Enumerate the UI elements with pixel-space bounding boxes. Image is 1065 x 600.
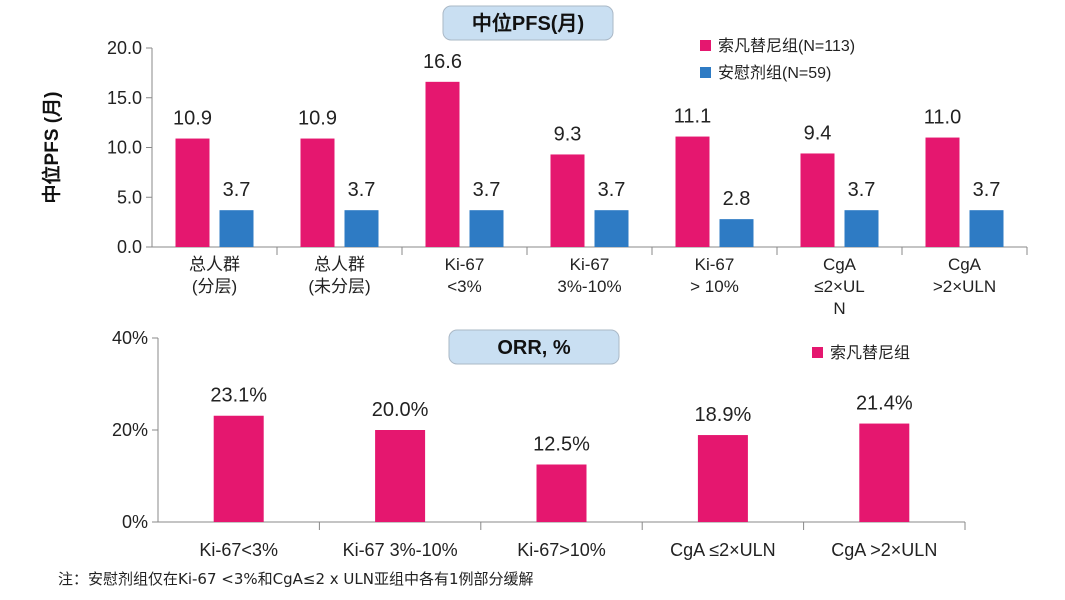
pfs-legend-swatch (700, 67, 711, 78)
pfs-bar (675, 136, 710, 247)
pfs-category-label: Ki-67 (445, 255, 485, 274)
orr-title-box (448, 329, 620, 365)
pfs-bar (925, 137, 960, 247)
pfs-category-label: CgA (823, 255, 857, 274)
pfs-bar (300, 138, 335, 247)
pfs-category-label: (分层) (192, 277, 237, 296)
pfs-data-label: 10.9 (173, 108, 212, 130)
pfs-title: 中位PFS(月) (472, 11, 584, 35)
orr-bar (536, 464, 587, 522)
pfs-bar (175, 138, 210, 247)
orr-bar (697, 435, 748, 522)
pfs-category-label: (未分层) (308, 277, 370, 296)
pfs-category-label: 总人群 (189, 255, 240, 274)
pfs-data-label: 9.3 (554, 123, 582, 145)
pfs-ytick-label: 10.0 (107, 138, 142, 158)
pfs-ytick-label: 20.0 (107, 38, 142, 58)
pfs-ytick-label: 5.0 (117, 187, 142, 207)
orr-category-label: Ki-67<3% (199, 540, 278, 560)
pfs-category-label: 总人群 (314, 255, 365, 274)
pfs-bar (969, 210, 1004, 247)
pfs-category-label: CgA (948, 255, 982, 274)
pfs-data-label: 3.7 (473, 179, 501, 201)
pfs-bar (550, 154, 585, 247)
orr-category-label: Ki-67>10% (517, 540, 606, 560)
orr-ytick-label: 40% (112, 328, 148, 348)
orr-category-label: CgA ≤2×ULN (670, 540, 775, 560)
orr-bar (375, 430, 426, 522)
orr-data-label: 18.9% (695, 404, 752, 426)
pfs-ylabel: 中位PFS (月) (40, 92, 63, 204)
orr-title: ORR, % (497, 337, 571, 359)
footnote: 注：安慰剂组仅在Ki-67 <3%和CgA≤2 x ULN亚组中各有1例部分缓解 (58, 570, 534, 588)
pfs-category-label: >2×ULN (933, 277, 996, 296)
pfs-category-label: 3%-10% (557, 277, 621, 296)
pfs-bar (425, 81, 460, 247)
pfs-data-label: 3.7 (973, 179, 1001, 201)
pfs-bar (719, 219, 754, 247)
pfs-category-label: Ki-67 (570, 255, 610, 274)
pfs-category-label: N (833, 299, 845, 318)
orr-ytick-label: 20% (112, 420, 148, 440)
orr-data-label: 23.1% (210, 385, 267, 407)
pfs-ytick-label: 15.0 (107, 88, 142, 108)
orr-bar (859, 423, 910, 522)
orr-data-label: 12.5% (533, 434, 590, 456)
pfs-category-label: <3% (447, 277, 482, 296)
orr-data-label: 20.0% (372, 399, 429, 421)
pfs-legend-label: 索凡替尼组(N=113) (718, 37, 855, 55)
pfs-title-box (442, 5, 614, 41)
pfs-data-label: 3.7 (223, 179, 251, 201)
pfs-bar (844, 210, 879, 247)
pfs-data-label: 3.7 (348, 179, 376, 201)
orr-legend-label: 索凡替尼组 (830, 344, 910, 362)
pfs-data-label: 10.9 (298, 108, 337, 130)
pfs-data-label: 9.4 (804, 122, 832, 144)
pfs-bar (800, 153, 835, 247)
pfs-data-label: 16.6 (423, 51, 462, 73)
orr-legend-swatch (812, 347, 823, 358)
pfs-data-label: 11.1 (674, 106, 711, 128)
pfs-data-label: 3.7 (848, 179, 876, 201)
pfs-category-label: ≤2×UL (814, 277, 864, 296)
orr-ytick-label: 0% (122, 512, 148, 532)
pfs-legend-label: 安慰剂组(N=59) (718, 64, 831, 82)
pfs-category-label: > 10% (690, 277, 739, 296)
pfs-data-label: 3.7 (598, 179, 626, 201)
orr-bar (213, 415, 264, 522)
pfs-bar (219, 210, 254, 247)
pfs-legend-swatch (700, 40, 711, 51)
orr-category-label: CgA >2×ULN (831, 540, 937, 560)
pfs-bar (344, 210, 379, 247)
orr-category-label: Ki-67 3%-10% (343, 540, 458, 560)
pfs-category-label: Ki-67 (695, 255, 735, 274)
pfs-ytick-label: 0.0 (117, 237, 142, 257)
pfs-bar (594, 210, 629, 247)
pfs-data-label: 2.8 (723, 188, 751, 210)
pfs-data-label: 11.0 (924, 107, 961, 129)
orr-data-label: 21.4% (856, 393, 913, 415)
pfs-bar (469, 210, 504, 247)
